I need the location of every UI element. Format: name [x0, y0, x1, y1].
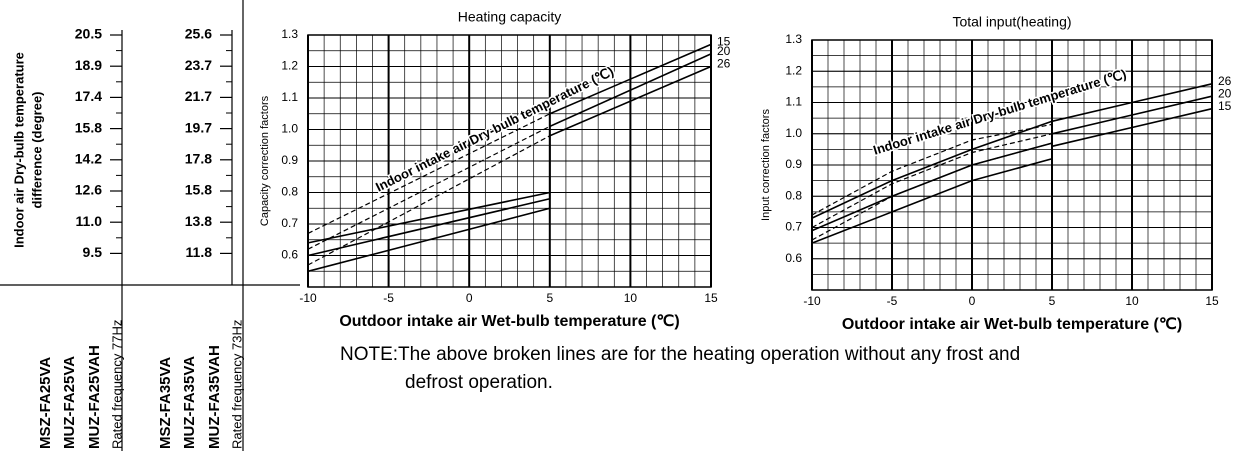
series-label: 15 [717, 35, 731, 49]
y-tick-label: 1.3 [281, 27, 298, 41]
scale-value: 17.4 [75, 88, 102, 104]
x-tick-label: -5 [887, 294, 898, 308]
dashed-line [307, 135, 551, 266]
scale-value: 11.0 [76, 213, 103, 229]
scale-value: 15.8 [75, 119, 102, 135]
y-tick-label: 0.9 [785, 157, 802, 171]
note: NOTE:The above broken lines are for the … [340, 344, 1020, 365]
y-tick-label: 0.8 [785, 188, 802, 202]
x-tick-label: -10 [299, 291, 317, 305]
line [811, 83, 1213, 219]
model-name: Rated frequency 77Hz [109, 320, 124, 449]
scale-value: 14.2 [75, 151, 102, 167]
series-label: 26 [1218, 74, 1232, 88]
dashed-line [811, 142, 1053, 241]
y-tick-label: 1.0 [281, 122, 298, 136]
plot-frame [811, 39, 1213, 291]
x-tick-label: -10 [803, 294, 821, 308]
scale-value: 11.8 [186, 244, 213, 260]
scale-value: 9.5 [83, 244, 103, 260]
y-tick-label: 1.1 [281, 90, 298, 104]
model-name: MUZ-FA35VAH [206, 345, 223, 449]
series-label: 15 [1218, 99, 1232, 113]
dashed-line [307, 125, 551, 250]
y-tick-label: 1.1 [785, 95, 802, 109]
dashed-line [811, 133, 1053, 229]
dashed-line [307, 113, 551, 234]
x-tick-label: 10 [1125, 294, 1139, 308]
scale-value: 20.5 [75, 26, 102, 42]
scale-value: 19.7 [185, 119, 212, 135]
y-tick-label: 1.2 [281, 59, 298, 73]
y-tick-label: 1.2 [785, 63, 802, 77]
model-name: MUZ-FA25VA [61, 356, 78, 449]
scale-value: 18.9 [75, 57, 102, 73]
x-tick-label: 5 [1049, 294, 1056, 308]
model-name: MSZ-FA25VA [37, 357, 54, 449]
line [811, 95, 1213, 232]
annotation: Indoor intake air Dry-bulb temperature (… [373, 63, 616, 194]
chart-title: Heating capacity [458, 9, 562, 25]
line [811, 107, 1213, 244]
x-tick-label: -5 [383, 291, 394, 305]
y-tick-label: 0.7 [281, 216, 298, 230]
model-name: MUZ-FA35VA [181, 356, 198, 449]
x-tick-label: 15 [1205, 294, 1219, 308]
scale-value: 21.7 [185, 88, 212, 104]
series-label: 20 [1218, 86, 1232, 100]
chart-title: Total input(heating) [952, 14, 1071, 30]
scale-value: 12.6 [75, 182, 102, 198]
y-tick-label: 0.7 [785, 220, 802, 234]
dashed-line [811, 123, 1053, 216]
y-tick-label: 0.9 [281, 153, 298, 167]
x-axis-label: Outdoor intake air Wet-bulb temperature … [842, 316, 1182, 333]
scale-value: 25.6 [185, 26, 212, 42]
scale-label: Indoor air Dry-bulb temperature [11, 52, 26, 248]
line [307, 53, 712, 257]
scale-value: 17.8 [185, 151, 212, 167]
x-tick-label: 0 [969, 294, 976, 308]
model-name: Rated frequency 73Hz [229, 320, 244, 449]
y-tick-label: 1.3 [785, 32, 802, 46]
scale-value: 23.7 [185, 57, 212, 73]
plot-frame [307, 34, 712, 288]
scale-value: 13.8 [185, 213, 212, 229]
y-axis-label: Input correction factors [760, 109, 772, 221]
line [307, 43, 712, 244]
series-label: 20 [717, 44, 731, 58]
x-tick-label: 5 [546, 291, 553, 305]
line [307, 65, 712, 273]
model-name: MSZ-FA35VA [157, 357, 174, 449]
series-label: 26 [717, 57, 731, 71]
note: defrost operation. [405, 372, 553, 393]
x-tick-label: 0 [466, 291, 473, 305]
x-tick-label: 10 [624, 291, 638, 305]
x-tick-label: 15 [704, 291, 718, 305]
y-tick-label: 0.8 [281, 185, 298, 199]
y-tick-label: 1.0 [785, 126, 802, 140]
y-tick-label: 0.6 [785, 251, 802, 265]
scale-label: difference (degree) [29, 91, 44, 208]
model-name: MUZ-FA25VAH [86, 345, 103, 449]
y-axis-label: Capacity correction factors [259, 95, 271, 226]
scale-value: 15.8 [185, 182, 212, 198]
y-tick-label: 0.6 [281, 248, 298, 262]
x-axis-label: Outdoor intake air Wet-bulb temperature … [339, 313, 679, 330]
